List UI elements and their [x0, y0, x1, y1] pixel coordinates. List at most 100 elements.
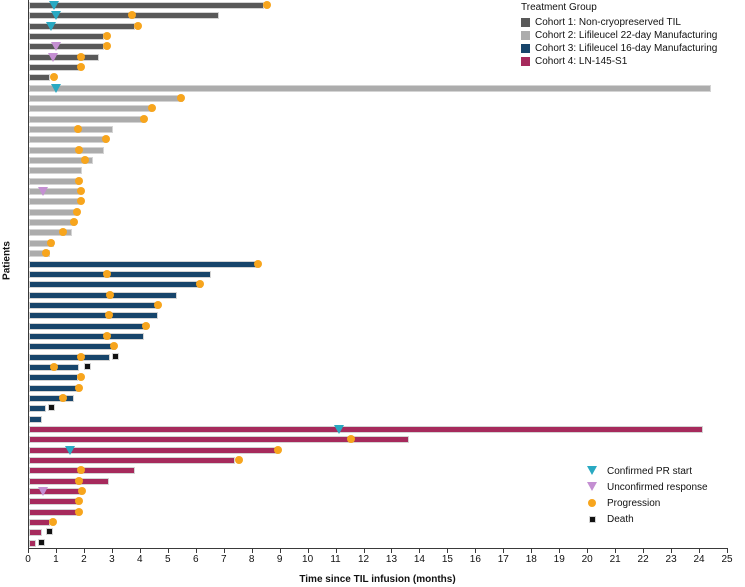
patient-bar: [29, 146, 105, 154]
patient-row: [29, 21, 728, 31]
marker-legend-label: Confirmed PR start: [607, 465, 693, 477]
death-marker: [46, 528, 54, 536]
patient-bar: [29, 198, 80, 206]
x-tick: [223, 549, 225, 553]
patient-bar: [29, 436, 410, 444]
progression-marker: [254, 259, 263, 268]
marker-legend-label: Unconfirmed response: [607, 481, 708, 493]
patient-row: [29, 424, 728, 434]
patient-row: [29, 486, 728, 496]
progression-marker: [76, 52, 85, 61]
patient-bar: [29, 95, 183, 103]
progression-marker: [76, 197, 85, 206]
patient-bar: [29, 322, 147, 330]
x-tick-label: 3: [109, 554, 115, 565]
marker-legend-label: Progression: [607, 497, 661, 509]
patient-bar: [29, 312, 158, 320]
x-tick: [475, 549, 477, 553]
progression-marker: [106, 290, 115, 299]
unconfirmed-response-marker: [37, 486, 48, 496]
patient-row: [29, 373, 728, 382]
patient-row: [29, 393, 728, 402]
patient-row: [29, 404, 728, 413]
x-tick: [307, 549, 309, 553]
patient-row: [29, 280, 728, 289]
x-tick-label: 0: [25, 554, 31, 565]
patient-row: [29, 311, 728, 320]
patient-row: [29, 435, 728, 444]
death-legend-glyph: [588, 515, 596, 523]
patient-row: [29, 207, 728, 216]
progression-legend-glyph: [588, 499, 596, 507]
marker-legend-item: Unconfirmed response: [587, 479, 708, 495]
progression-marker: [76, 373, 85, 382]
patient-bar: [29, 229, 73, 237]
x-tick: [559, 549, 561, 553]
patient-row: [29, 11, 728, 21]
patient-row: [29, 52, 728, 62]
cohort-legend-label: Cohort 1: Non-cryopreserved TIL: [535, 17, 681, 28]
patient-bar: [29, 332, 144, 340]
patient-row: [29, 249, 728, 258]
cohort-legend-label: Cohort 3: Lifileucel 16-day Manufacturin…: [535, 43, 718, 54]
progression-marker: [103, 42, 112, 51]
confirmed-pr-marker: [50, 11, 61, 21]
marker-legend-item: Death: [587, 511, 708, 527]
x-tick-label: 13: [385, 554, 398, 565]
patient-row: [29, 135, 728, 144]
progression-marker: [58, 393, 67, 402]
progression-marker: [104, 311, 113, 320]
patient-row: [29, 259, 728, 268]
patient-row: [29, 125, 728, 134]
patient-row: [29, 156, 728, 165]
confirmed-pr-marker: [50, 83, 61, 93]
x-tick-label: 22: [637, 554, 649, 565]
x-tick: [727, 549, 728, 553]
progression-marker: [50, 362, 59, 371]
patient-row: [29, 228, 728, 237]
plot-area: Treatment Group Cohort 1: Non-cryopreser…: [28, 0, 728, 549]
progression-marker: [346, 435, 355, 444]
progression-marker: [47, 238, 56, 247]
progression-marker: [76, 187, 85, 196]
progression-marker: [103, 331, 112, 340]
patient-bar: [29, 188, 80, 196]
patient-row: [29, 383, 728, 392]
progression-marker: [273, 445, 282, 454]
patient-bar: [29, 291, 178, 299]
patient-row: [29, 114, 728, 123]
progression-marker: [234, 455, 243, 464]
progression-marker: [69, 218, 78, 227]
patient-bar: [29, 281, 203, 289]
x-tick-label: 2: [81, 554, 87, 565]
unconfirmed-legend-glyph: [587, 482, 597, 491]
patient-bar: [29, 157, 94, 165]
patient-row: [29, 32, 728, 41]
patient-row: [29, 362, 728, 371]
patient-bar: [29, 384, 78, 392]
x-tick-label: 9: [276, 554, 283, 565]
y-axis-title: Patients: [1, 241, 13, 280]
patient-row: [29, 528, 728, 537]
x-tick: [447, 549, 449, 553]
patient-row: [29, 455, 728, 464]
patient-row: [29, 187, 728, 197]
progression-marker: [80, 156, 89, 165]
patient-bar: [29, 343, 116, 351]
patient-bar: [29, 529, 42, 537]
x-tick-label: 23: [665, 554, 677, 565]
unconfirmed-legend-icon: [587, 482, 599, 492]
marker-legend: Confirmed PR start Unconfirmed response Pr…: [587, 463, 708, 527]
x-axis: 0 1 2 3 4 5 6 7 8 9 10 11 12 13 14 15 16 17 18 19 20 21 22 23 24…: [25, 549, 738, 571]
patient-bar: [29, 519, 50, 526]
progression-marker: [75, 497, 84, 506]
x-tick-label: 8: [248, 554, 255, 565]
marker-legend-label: Death: [607, 513, 634, 525]
patient-row: [29, 73, 728, 82]
patient-row: [29, 497, 728, 506]
progression-marker: [50, 73, 59, 82]
patient-bar: [29, 53, 99, 61]
patient-bar: [29, 270, 211, 278]
progression-marker: [262, 1, 271, 9]
